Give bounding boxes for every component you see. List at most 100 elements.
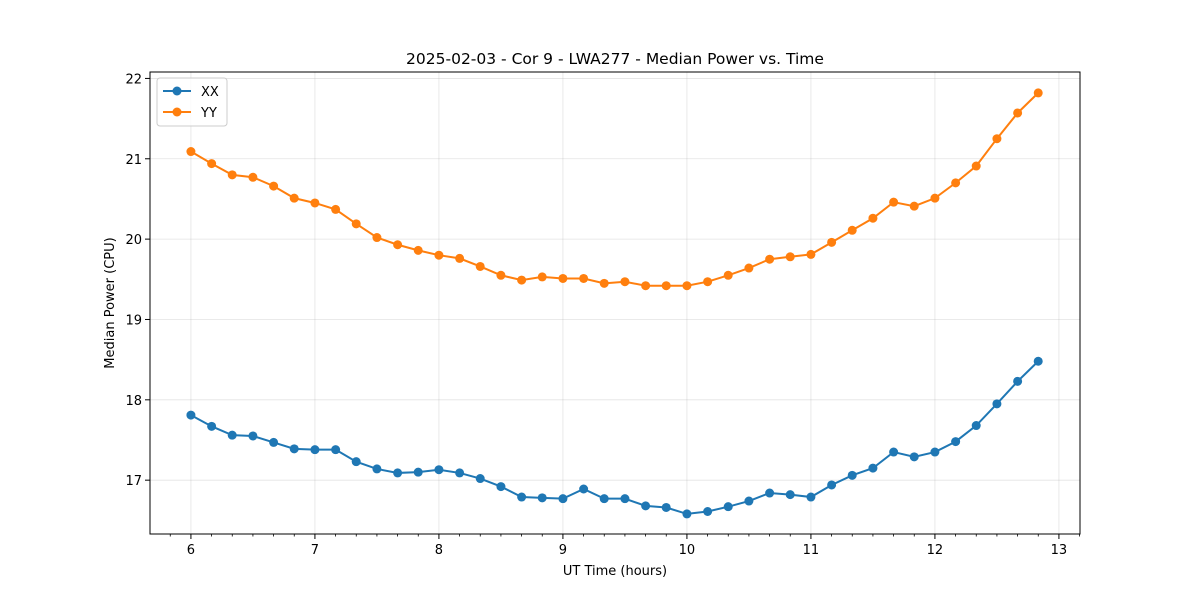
data-point-yy [765, 254, 775, 264]
x-tick-label: 8 [435, 543, 443, 558]
data-point-yy [186, 147, 196, 157]
data-point-yy [289, 193, 299, 203]
x-tick-label: 10 [679, 543, 696, 558]
data-point-yy [785, 252, 795, 262]
legend-marker-yy [172, 107, 182, 117]
x-tick-label: 11 [803, 543, 820, 558]
data-point-xx [496, 482, 506, 492]
x-tick-label: 7 [311, 543, 319, 558]
data-point-yy [517, 275, 527, 285]
y-tick-label: 17 [125, 474, 142, 489]
data-point-xx [930, 447, 940, 457]
legend-label-xx: XX [201, 85, 219, 100]
y-tick-label: 18 [125, 394, 142, 409]
axes-frame [149, 71, 1081, 535]
data-point-xx [351, 457, 361, 467]
data-point-xx [620, 494, 630, 504]
data-point-yy [475, 261, 485, 271]
data-point-yy [847, 225, 857, 235]
x-tick-label: 9 [559, 543, 567, 558]
data-point-yy [992, 134, 1002, 144]
series-layer [186, 88, 1043, 519]
data-point-xx [434, 465, 444, 475]
y-tick-label: 21 [125, 153, 142, 168]
data-point-xx [393, 468, 403, 478]
data-point-xx [599, 494, 609, 504]
data-point-xx [827, 480, 837, 490]
data-point-yy [455, 253, 465, 263]
data-point-xx [517, 492, 527, 502]
data-point-xx [248, 431, 258, 441]
data-point-xx [207, 421, 217, 431]
data-point-xx [475, 474, 485, 484]
data-point-yy [661, 281, 671, 291]
data-point-xx [1013, 376, 1023, 386]
data-point-yy [827, 237, 837, 247]
data-point-yy [413, 245, 423, 255]
data-point-xx [537, 493, 547, 503]
data-point-xx [682, 509, 692, 519]
data-point-xx [661, 502, 671, 512]
data-point-xx [372, 464, 382, 474]
data-point-xx [331, 445, 341, 455]
x-axis-label: UT Time (hours) [563, 564, 667, 579]
data-point-xx [992, 399, 1002, 409]
ticks: 6 7 8 9 10 11 12 13 17 18 19 20 21 22 [125, 72, 1080, 558]
data-point-yy [331, 204, 341, 214]
legend-label-yy: YY [200, 106, 217, 121]
data-point-yy [599, 278, 609, 288]
data-point-yy [1013, 108, 1023, 118]
data-point-xx [579, 484, 589, 494]
data-point-yy [723, 270, 733, 280]
data-point-yy [579, 273, 589, 283]
data-point-xx [310, 445, 320, 455]
y-tick-label: 20 [125, 233, 142, 248]
data-point-yy [558, 273, 568, 283]
data-point-yy [496, 270, 506, 280]
data-point-xx [889, 447, 899, 457]
data-point-yy [227, 170, 237, 180]
data-point-xx [785, 490, 795, 500]
data-point-xx [289, 444, 299, 454]
data-point-xx [413, 467, 423, 477]
data-point-yy [703, 277, 713, 287]
x-tick-label: 12 [927, 543, 944, 558]
grid [150, 72, 1080, 534]
data-point-yy [971, 161, 981, 171]
data-point-xx [847, 470, 857, 480]
data-point-yy [351, 219, 361, 229]
y-tick-label: 22 [125, 72, 142, 87]
data-point-yy [434, 250, 444, 260]
data-point-yy [207, 159, 217, 169]
data-point-xx [186, 410, 196, 420]
data-point-xx [806, 492, 816, 502]
data-point-xx [744, 496, 754, 506]
data-point-xx [1033, 356, 1043, 366]
data-point-xx [703, 507, 713, 517]
data-point-xx [765, 488, 775, 498]
legend: XX YY [156, 77, 228, 127]
data-point-yy [393, 240, 403, 250]
x-tick-label: 6 [187, 543, 195, 558]
data-point-yy [372, 233, 382, 243]
data-point-xx [455, 468, 465, 478]
data-point-yy [1033, 88, 1043, 98]
data-point-yy [951, 178, 961, 188]
data-point-yy [682, 281, 692, 291]
y-axis-label: Median Power (CPU) [103, 237, 118, 368]
chart-title: 2025-02-03 - Cor 9 - LWA277 - Median Pow… [406, 50, 824, 68]
data-point-xx [269, 437, 279, 447]
data-point-yy [269, 181, 279, 191]
data-point-yy [620, 277, 630, 287]
data-point-yy [909, 201, 919, 211]
data-point-yy [930, 193, 940, 203]
data-point-xx [227, 430, 237, 440]
data-point-xx [723, 502, 733, 512]
data-point-xx [641, 501, 651, 511]
data-point-xx [868, 463, 878, 473]
x-tick-label: 13 [1051, 543, 1068, 558]
data-point-xx [909, 452, 919, 462]
y-tick-label: 19 [125, 313, 142, 328]
data-point-yy [868, 213, 878, 223]
